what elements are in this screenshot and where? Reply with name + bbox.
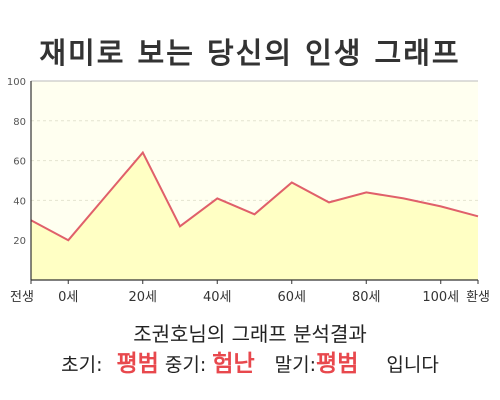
x-tick-label-5: 40세: [203, 290, 232, 305]
verdict-line: 초기: 평범 중기: 험난 말기:평범 입니다: [0, 344, 500, 378]
early-label: 초기:: [61, 354, 103, 376]
y-tick-label-40: 40: [13, 196, 26, 207]
middle-label: 중기:: [164, 354, 207, 376]
result-subtitle: 조권호님의 그래프 분석결과: [133, 322, 367, 346]
y-tick-label-80: 80: [13, 117, 26, 128]
series-area: [31, 152, 478, 280]
middle-value: 험난: [212, 351, 255, 377]
x-tick-label-0: 전생: [10, 290, 34, 305]
chart-title: 재미로 보는 당신의 인생 그래프: [39, 36, 461, 70]
x-tick-label-3: 20세: [128, 290, 157, 305]
y-tick-label-60: 60: [13, 157, 26, 168]
verdict-suffix: 입니다: [386, 354, 439, 376]
series-line: [30, 150, 479, 242]
x-tick-label-9: 80세: [352, 290, 381, 305]
x-tick-label-1: 0세: [58, 290, 78, 305]
x-tick-label-11: 100세: [422, 290, 459, 305]
y-tick-label-100: 100: [7, 77, 26, 88]
x-tick-label-7: 60세: [277, 290, 306, 305]
late-value: 평범: [316, 351, 359, 377]
early-value: 평범: [116, 351, 159, 377]
x-tick-label-12: 환생: [466, 290, 490, 305]
late-label: 말기:: [274, 354, 317, 376]
axes: 20 40 60 80 100 전생 0세 20세 40세 60세 80세 100세 환생: [7, 77, 490, 305]
y-tick-label-20: 20: [13, 236, 26, 247]
